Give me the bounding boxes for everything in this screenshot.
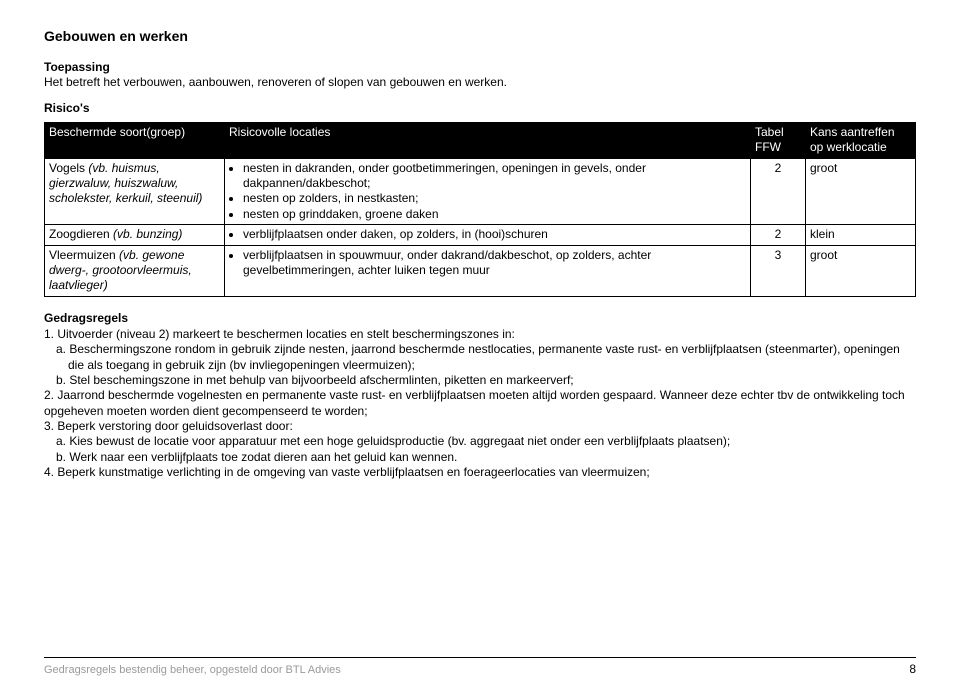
rules-label: Gedragsregels	[44, 311, 916, 326]
cell-tabel: 2	[751, 158, 806, 224]
table-header-row: Beschermde soort(groep) Risicovolle loca…	[45, 122, 916, 158]
rule-item: 1. Uitvoerder (niveau 2) markeert te bes…	[44, 327, 916, 342]
cell-tabel: 2	[751, 225, 806, 245]
col-soort: Beschermde soort(groep)	[45, 122, 225, 158]
col-locaties: Risicovolle locaties	[225, 122, 751, 158]
table-body: Vogels (vb. huismus, gierzwaluw, huiszwa…	[45, 158, 916, 296]
rules-section: Gedragsregels 1. Uitvoerder (niveau 2) m…	[44, 311, 916, 481]
cell-kans: klein	[806, 225, 916, 245]
page-title: Gebouwen en werken	[44, 28, 916, 46]
table-row: Zoogdieren (vb. bunzing) verblijfplaatsen…	[45, 225, 916, 245]
rule-sub-item: b. Stel beschemingszone in met behulp va…	[44, 373, 916, 388]
toepassing-text: Het betreft het verbouwen, aanbouwen, re…	[44, 75, 916, 90]
rule-item: 3. Beperk verstoring door geluidsoverlas…	[44, 419, 916, 434]
bullet-item: nesten op grinddaken, groene daken	[243, 207, 746, 222]
rule-sub-item: a. Beschermingszone rondom in gebruik zi…	[44, 342, 916, 373]
rule-item: 4. Beperk kunstmatige verlichting in de …	[44, 465, 916, 480]
cell-locaties: nesten in dakranden, onder gootbetimmeri…	[225, 158, 751, 224]
col-tabel: Tabel FFW	[751, 122, 806, 158]
cell-soort: Zoogdieren (vb. bunzing)	[45, 225, 225, 245]
col-kans: Kans aantreffen op werklocatie	[806, 122, 916, 158]
page-number: 8	[909, 662, 916, 677]
rule-sub-item: b. Werk naar een verblijfplaats toe zoda…	[44, 450, 916, 465]
risico-label: Risico's	[44, 101, 916, 116]
document-page: Gebouwen en werken Toepassing Het betref…	[0, 0, 960, 695]
toepassing-label: Toepassing	[44, 60, 916, 75]
cell-locaties: verblijfplaatsen onder daken, op zolders…	[225, 225, 751, 245]
bullet-item: nesten op zolders, in nestkasten;	[243, 191, 746, 206]
bullet-item: verblijfplaatsen onder daken, op zolders…	[243, 227, 746, 242]
bullet-item: verblijfplaatsen in spouwmuur, onder dak…	[243, 248, 746, 279]
rule-item: 2. Jaarrond beschermde vogelnesten en pe…	[44, 388, 916, 419]
cell-soort: Vogels (vb. huismus, gierzwaluw, huiszwa…	[45, 158, 225, 224]
footer-text: Gedragsregels bestendig beheer, opgestel…	[44, 663, 341, 677]
cell-kans: groot	[806, 158, 916, 224]
rule-sub-item: a. Kies bewust de locatie voor apparatuu…	[44, 434, 916, 449]
table-row: Vleermuizen (vb. gewone dwerg-, grootoor…	[45, 245, 916, 296]
cell-kans: groot	[806, 245, 916, 296]
table-row: Vogels (vb. huismus, gierzwaluw, huiszwa…	[45, 158, 916, 224]
page-footer: Gedragsregels bestendig beheer, opgestel…	[44, 657, 916, 677]
bullet-item: nesten in dakranden, onder gootbetimmeri…	[243, 161, 746, 192]
cell-soort: Vleermuizen (vb. gewone dwerg-, grootoor…	[45, 245, 225, 296]
rules-list: 1. Uitvoerder (niveau 2) markeert te bes…	[44, 327, 916, 481]
risk-table: Beschermde soort(groep) Risicovolle loca…	[44, 122, 916, 297]
cell-locaties: verblijfplaatsen in spouwmuur, onder dak…	[225, 245, 751, 296]
cell-tabel: 3	[751, 245, 806, 296]
